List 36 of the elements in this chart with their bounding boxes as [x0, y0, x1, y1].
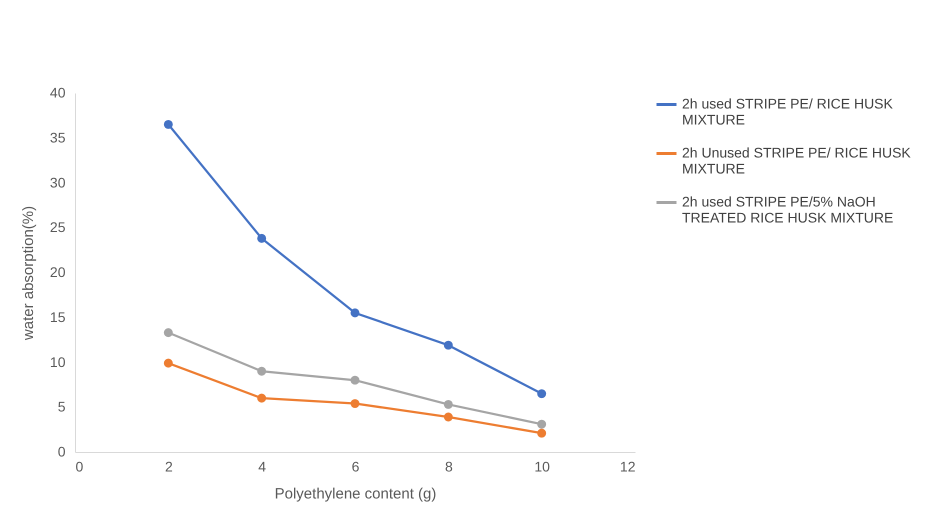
x-tick-label: 8 — [444, 458, 453, 474]
point — [444, 400, 453, 409]
y-axis-title: water absorption(%) — [20, 206, 37, 342]
y-tick-label: 5 — [58, 398, 66, 415]
point — [537, 389, 546, 398]
point — [444, 340, 453, 350]
point — [164, 358, 173, 368]
point — [537, 428, 546, 438]
point — [350, 308, 360, 318]
point — [257, 394, 266, 403]
y-tick-label: 20 — [50, 264, 66, 280]
x-tick-label: 12 — [620, 458, 636, 474]
point — [444, 412, 453, 422]
y-tick-label: 25 — [50, 219, 66, 236]
x-tick-label: 4 — [258, 458, 266, 474]
x-tick-label: 0 — [76, 458, 84, 474]
x-tick-label: 6 — [352, 458, 360, 474]
y-tick-label: 35 — [50, 129, 66, 146]
legend-label: 2h Unused STRIPE PE/ RICE HUSK MIXTURE — [682, 144, 912, 176]
x-tick-label: 2 — [164, 458, 173, 474]
point — [257, 366, 266, 376]
legend-label: 2h used STRIPE PE/5% NaOH TREATED RICE HUSK MIXTURE — [682, 194, 894, 226]
y-tick-label: 40 — [50, 84, 66, 100]
legend-label: 2h used STRIPE PE/ RICE HUSK MIXTURE — [682, 96, 894, 128]
y-tick-label: 15 — [50, 308, 66, 325]
x-tick-label: 10 — [534, 458, 550, 474]
point — [164, 120, 173, 129]
point — [350, 399, 360, 408]
point — [257, 234, 266, 243]
x-axis-title: Polyethylene content (g) — [274, 486, 436, 502]
y-tick-label: 10 — [50, 354, 66, 370]
point — [537, 420, 546, 429]
y-tick-label: 30 — [50, 174, 66, 190]
point — [350, 376, 360, 385]
y-tick-label: 0 — [58, 444, 66, 460]
point — [164, 328, 173, 338]
